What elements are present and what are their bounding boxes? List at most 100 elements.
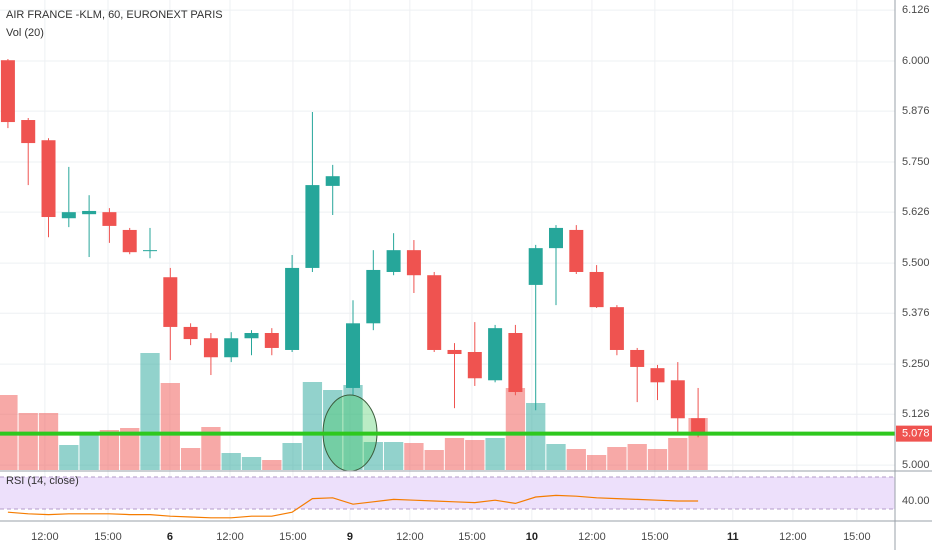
volume-bar — [99, 430, 120, 470]
candle-body — [325, 176, 340, 186]
candle-body — [406, 250, 421, 276]
volume-bar — [180, 448, 201, 470]
volume-bar — [323, 390, 343, 470]
rsi-tick-label: 40.00 — [902, 495, 930, 507]
candle-body — [609, 307, 624, 350]
y-tick-label: 6.000 — [902, 55, 930, 67]
y-tick-label: 5.376 — [902, 307, 930, 319]
candle-body — [285, 267, 300, 350]
candle-body — [630, 349, 645, 367]
volume-bar — [404, 443, 424, 470]
candle-body — [203, 338, 218, 358]
rsi-label: RSI (14, close) — [6, 475, 79, 487]
candle-body — [346, 323, 361, 388]
candle-body — [549, 227, 564, 249]
volume-bar — [120, 428, 140, 470]
y-tick-label: 5.000 — [902, 459, 930, 471]
candle-body — [143, 250, 158, 252]
chart-title: AIR FRANCE -KLM, 60, EURONEXT PARIS — [6, 9, 223, 21]
y-tick-label: 5.626 — [902, 206, 930, 218]
candle-body — [82, 210, 97, 215]
candle-body — [589, 271, 604, 308]
candle-body — [528, 248, 543, 285]
volume-bar — [424, 450, 444, 470]
candle-body — [650, 368, 665, 383]
candle-body — [163, 277, 178, 327]
candle-body — [386, 250, 401, 272]
rsi-line — [7, 494, 699, 519]
x-tick-label: 15:00 — [458, 531, 486, 543]
candle-body — [670, 380, 685, 419]
x-tick-label: 11 — [727, 531, 739, 543]
volume-bar — [343, 385, 363, 470]
volume-bar — [79, 435, 99, 470]
y-tick-label: 5.750 — [902, 156, 930, 168]
volume-bar — [282, 443, 302, 470]
volume-bar — [546, 444, 566, 470]
volume-bar — [607, 447, 627, 470]
x-tick-label: 12:00 — [216, 531, 244, 543]
price-label-bg — [896, 425, 932, 442]
x-tick-label: 12:00 — [31, 531, 59, 543]
volume-label: Vol (20) — [6, 27, 44, 39]
volume-bar — [262, 460, 282, 470]
volume-bar — [485, 438, 505, 470]
y-tick-label: 5.500 — [902, 257, 930, 269]
volume-bar — [586, 455, 607, 470]
rsi-band — [0, 477, 895, 509]
x-tick-label: 6 — [167, 531, 173, 543]
volume-bar — [221, 453, 241, 470]
overlay-layer: 5.078 — [0, 425, 932, 519]
volume-bar — [363, 442, 383, 470]
x-tick-label: 12:00 — [779, 531, 807, 543]
x-tick-label: 15:00 — [279, 531, 307, 543]
candle-body — [447, 349, 462, 355]
candle-body — [102, 212, 117, 226]
volume-layer — [0, 353, 708, 470]
candle-layer — [0, 59, 706, 438]
candle-body — [0, 60, 15, 123]
x-tick-label: 15:00 — [641, 531, 669, 543]
volume-bar — [140, 353, 160, 470]
candle-body — [488, 328, 503, 381]
price-label: 5.078 — [902, 428, 930, 440]
candle-body — [305, 185, 320, 268]
volume-bar — [465, 440, 485, 470]
candle-body — [569, 229, 584, 272]
volume-bar — [505, 388, 526, 470]
y-tick-label: 6.126 — [902, 4, 930, 16]
candle-body — [21, 120, 36, 144]
volume-bar — [38, 413, 59, 470]
candle-body — [183, 326, 198, 340]
x-tick-label: 15:00 — [843, 531, 871, 543]
volume-bar — [201, 427, 221, 470]
candle-body — [427, 275, 442, 350]
volume-bar — [241, 457, 262, 470]
volume-bar — [160, 383, 180, 470]
candle-body — [224, 338, 239, 358]
y-tick-label: 5.876 — [902, 105, 930, 117]
volume-bar — [627, 444, 647, 470]
x-tick-label: 10 — [526, 531, 538, 543]
candle-body — [61, 212, 76, 219]
volume-bar — [526, 403, 546, 470]
x-tick-label: 12:00 — [396, 531, 424, 543]
candle-body — [467, 351, 482, 379]
candle-body — [264, 333, 279, 348]
x-tick-label: 15:00 — [94, 531, 122, 543]
candle-body — [122, 229, 137, 253]
volume-bar — [383, 442, 404, 470]
candle-body — [508, 333, 523, 393]
volume-bar — [18, 413, 38, 470]
volume-bar — [647, 449, 668, 470]
candle-body — [691, 418, 706, 434]
candle-body — [244, 333, 259, 339]
x-tick-label: 9 — [347, 531, 353, 543]
y-tick-label: 5.250 — [902, 358, 930, 370]
volume-bar — [302, 382, 323, 470]
volume-bar — [59, 445, 79, 470]
volume-bar — [566, 449, 586, 470]
volume-bar — [444, 438, 465, 470]
candle-body — [41, 140, 56, 218]
candle-body — [366, 269, 381, 324]
